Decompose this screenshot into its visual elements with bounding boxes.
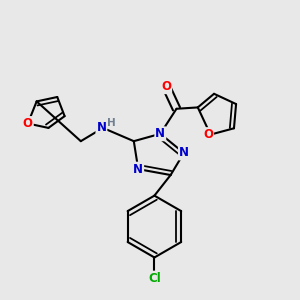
Text: N: N [179,146,189,159]
Text: N: N [133,163,143,176]
Text: N: N [96,122,106,134]
Text: H: H [107,118,116,128]
Text: O: O [23,117,33,130]
Text: O: O [203,128,213,141]
Text: O: O [161,80,171,93]
Text: Cl: Cl [148,272,161,285]
Text: N: N [155,127,165,140]
